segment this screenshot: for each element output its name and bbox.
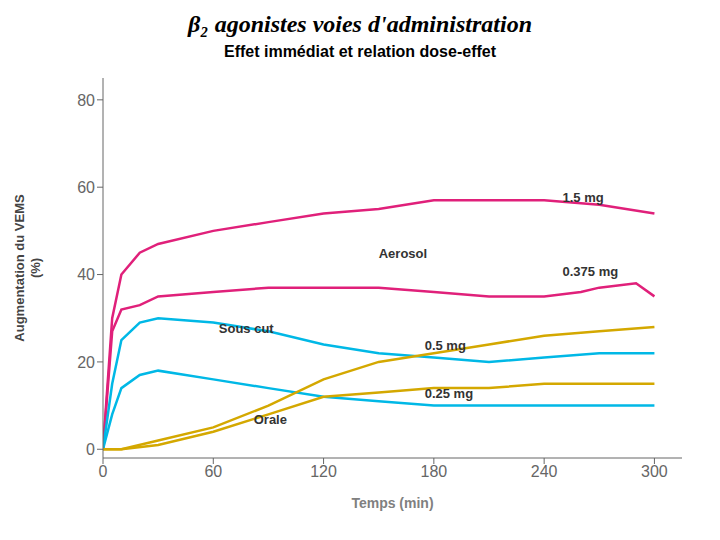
- svg-text:Orale: Orale: [254, 412, 287, 427]
- svg-text:300: 300: [641, 463, 668, 480]
- svg-text:0: 0: [86, 441, 95, 458]
- html-text:Effet immédiat et relation dos: Effet immédiat et relation dose-effet: [224, 43, 496, 60]
- html-text:β₂ agonistes voies d'administr: β₂ agonistes voies d'administration: [188, 11, 532, 37]
- svg-text:80: 80: [77, 92, 95, 109]
- svg-text:1.5 mg: 1.5 mg: [563, 190, 604, 205]
- svg-text:Aerosol: Aerosol: [379, 246, 427, 261]
- svg-text:40: 40: [77, 266, 95, 283]
- svg-text:120: 120: [310, 463, 337, 480]
- svg-text:0: 0: [99, 463, 108, 480]
- svg-text:Sous cut: Sous cut: [219, 321, 275, 336]
- svg-text:0.25 mg: 0.25 mg: [425, 386, 473, 401]
- svg-text:20: 20: [77, 354, 95, 371]
- svg-text:Temps (min): Temps (min): [351, 495, 433, 511]
- svg-text:240: 240: [531, 463, 558, 480]
- svg-text:180: 180: [421, 463, 448, 480]
- svg-text:Augmentation du VEMS(%): Augmentation du VEMS(%): [12, 194, 43, 342]
- svg-text:60: 60: [77, 179, 95, 196]
- svg-text:0.375 mg: 0.375 mg: [563, 264, 619, 279]
- svg-text:0.5 mg: 0.5 mg: [425, 338, 466, 353]
- svg-text:60: 60: [204, 463, 222, 480]
